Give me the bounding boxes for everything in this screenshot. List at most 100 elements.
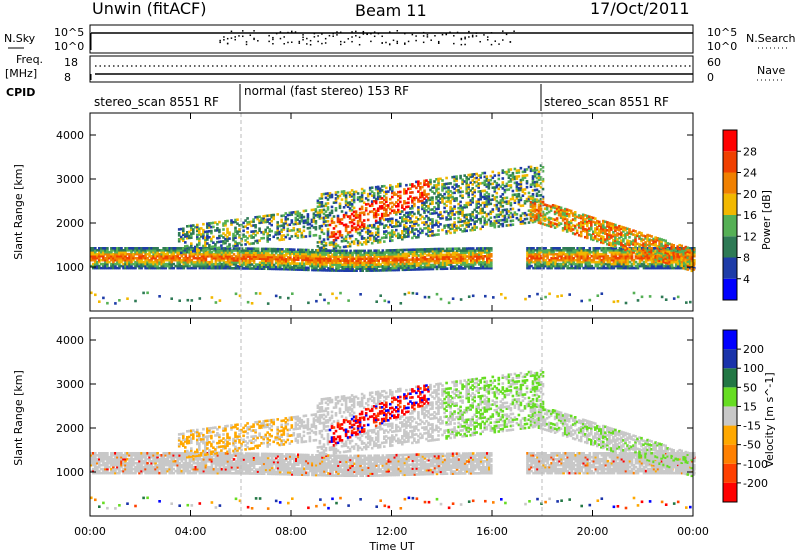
- power-cell: [114, 264, 117, 268]
- power-cell: [96, 249, 99, 252]
- power-cell: [281, 250, 284, 253]
- power-cell: [371, 269, 374, 272]
- power-cell: [363, 259, 366, 263]
- power-cell: [190, 252, 194, 256]
- power-cell: [190, 266, 194, 270]
- power-cell: [395, 250, 399, 254]
- power-cell: [184, 262, 188, 266]
- power-cell: [198, 253, 202, 256]
- power-cell: [102, 247, 105, 250]
- power-cell: [366, 218, 370, 222]
- power-cell: [220, 266, 224, 270]
- power-cell: [387, 190, 390, 193]
- power-cell: [315, 253, 318, 256]
- noise-point: [219, 41, 221, 44]
- power-cell: [391, 249, 395, 252]
- power-cell: [311, 250, 314, 254]
- power-cell: [305, 250, 308, 254]
- power-cell: [202, 266, 206, 270]
- power-cell: [182, 251, 186, 254]
- power-cell: [359, 261, 362, 265]
- power-cell: [383, 240, 386, 243]
- power-cell: [332, 221, 336, 224]
- power-cell: [278, 259, 282, 263]
- power-cell: [166, 247, 169, 250]
- power-cell: [206, 266, 210, 270]
- power-cell: [214, 253, 218, 256]
- noise-point: [404, 42, 406, 44]
- power-cell: [168, 250, 171, 254]
- noise-point: [332, 35, 334, 37]
- power-cell: [309, 262, 312, 266]
- power-cell: [200, 258, 204, 262]
- power-cell: [170, 254, 173, 258]
- power-cell: [214, 255, 218, 258]
- power-cell: [369, 255, 372, 258]
- power-cell: [142, 260, 145, 264]
- power-cell: [362, 211, 366, 214]
- power-cell: [148, 247, 151, 250]
- power-cell: [200, 264, 204, 268]
- power-cell: [116, 262, 119, 266]
- power-cell: [383, 259, 387, 262]
- power-cell: [365, 257, 368, 261]
- power-cell: [234, 265, 238, 268]
- power-cell: [344, 211, 348, 215]
- power-cell: [138, 250, 141, 254]
- power-cell: [130, 260, 133, 264]
- power-cell: [326, 206, 330, 209]
- power-cell: [335, 265, 338, 268]
- power-cell: [162, 250, 165, 254]
- power-cell: [325, 265, 328, 268]
- power-cell: [268, 257, 272, 261]
- power-cell: [160, 252, 163, 256]
- power-cell: [389, 253, 393, 256]
- power-cell: [192, 228, 195, 231]
- noise-point: [404, 32, 406, 35]
- power-cell: [311, 256, 314, 260]
- power-heatmap-cells: [90, 164, 696, 305]
- power-cell: [343, 269, 346, 272]
- power-cell: [281, 252, 284, 255]
- power-cell: [168, 247, 171, 250]
- power-cell: [96, 264, 99, 268]
- power-cell: [246, 255, 250, 258]
- power-cell: [240, 257, 244, 260]
- power-cell: [90, 254, 93, 258]
- power-cell: [385, 259, 389, 262]
- power-cell: [90, 247, 93, 250]
- power-cell: [290, 219, 294, 222]
- power-cell: [362, 219, 366, 222]
- power-cell: [108, 252, 111, 256]
- power-cell: [98, 260, 101, 264]
- power-cell: [92, 247, 95, 250]
- power-cell: [268, 265, 272, 269]
- power-cell: [379, 251, 382, 254]
- noise-point: [437, 40, 440, 43]
- power-cell: [385, 234, 388, 237]
- power-cell: [102, 252, 105, 256]
- power-cell: [140, 266, 143, 270]
- power-cell: [315, 256, 318, 260]
- power-cell: [156, 250, 159, 254]
- power-cell: [118, 264, 121, 268]
- power-cell: [306, 213, 310, 216]
- power-cell: [164, 247, 167, 250]
- power-cell: [168, 262, 171, 266]
- power-cell: [138, 260, 141, 264]
- power-cell: [226, 263, 230, 266]
- power-cell: [338, 230, 342, 233]
- power-cell: [204, 255, 208, 258]
- power-cell: [96, 260, 99, 264]
- power-cell: [371, 267, 374, 270]
- freq-unit: [MHz]: [5, 67, 37, 80]
- power-cell: [220, 255, 224, 258]
- power-cell: [301, 258, 304, 262]
- power-cell: [517, 175, 521, 178]
- power-cell: [333, 251, 336, 254]
- power-cell: [100, 254, 103, 258]
- power-cell: [254, 233, 257, 237]
- power-cell: [122, 262, 125, 266]
- power-cell: [130, 262, 133, 266]
- power-cell: [108, 254, 111, 258]
